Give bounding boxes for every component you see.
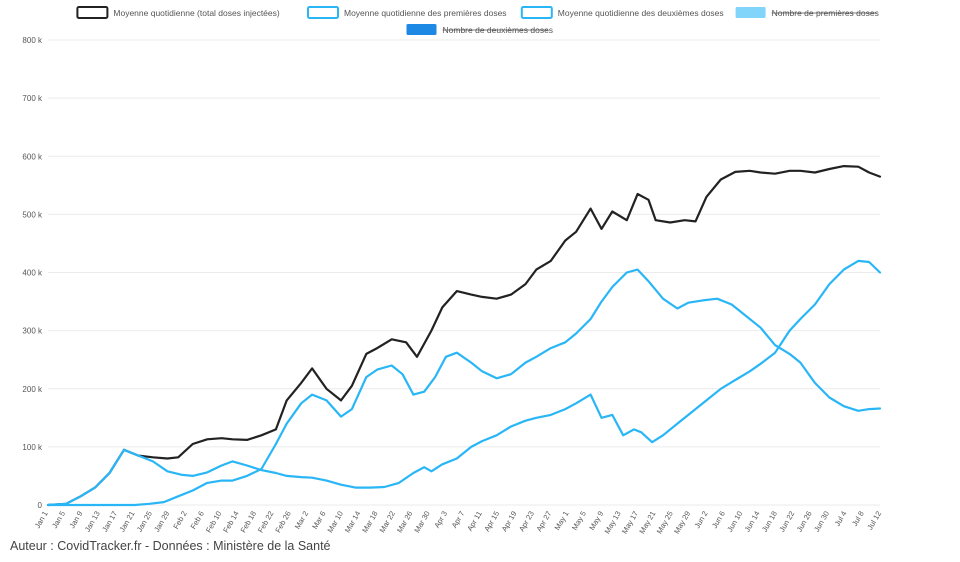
x-tick-label: May 1 <box>553 510 571 532</box>
x-tick-label: Jun 18 <box>760 510 779 534</box>
x-tick-label: Feb 14 <box>221 510 240 535</box>
y-tick-label: 600 k <box>22 152 43 161</box>
x-tick-label: Jun 30 <box>812 510 831 534</box>
x-tick-label: Mar 30 <box>412 510 431 535</box>
x-tick-label: Jun 22 <box>777 510 796 534</box>
series-lines <box>46 165 882 507</box>
series-line-2 <box>46 259 882 507</box>
x-tick-label: Mar 18 <box>360 510 379 535</box>
legend-swatch <box>406 24 437 35</box>
x-tick-label: May 5 <box>570 510 588 532</box>
source-credit: Auteur : CovidTracker.fr - Données : Min… <box>10 539 331 553</box>
x-tick-label: Feb 18 <box>239 510 258 535</box>
x-tick-label: Jul 8 <box>850 510 866 528</box>
x-tick-label: Feb 6 <box>189 510 206 531</box>
y-axis-ticks: 0 100 k 200 k 300 k 400 k 500 k 600 k 700 k 800 … <box>22 36 43 510</box>
x-tick-label: Feb 2 <box>171 510 188 531</box>
legend-item[interactable]: Moyenne quotidienne (total doses injecté… <box>76 6 280 19</box>
x-tick-label: Jan 17 <box>100 510 119 534</box>
x-tick-label: Apr 11 <box>465 510 484 533</box>
y-tick-label: 200 k <box>22 385 43 394</box>
x-tick-label: Mar 22 <box>378 510 397 535</box>
x-tick-label: Mar 2 <box>293 510 310 531</box>
legend-swatch <box>735 7 766 18</box>
x-tick-label: Feb 22 <box>256 510 275 535</box>
y-tick-label: 400 k <box>22 269 43 278</box>
y-tick-label: 100 k <box>22 443 43 452</box>
legend-swatch <box>76 6 109 19</box>
x-tick-label: Apr 7 <box>450 510 467 530</box>
y-tick-label: 800 k <box>22 36 43 45</box>
legend-item[interactable]: Nombre de premières doses <box>735 7 879 18</box>
x-tick-label: Mar 6 <box>310 510 327 531</box>
x-tick-label: Jan 9 <box>67 510 84 530</box>
y-tick-label: 500 k <box>22 210 43 219</box>
x-tick-label: Jan 13 <box>83 510 102 534</box>
x-tick-label: Jun 6 <box>710 510 727 530</box>
x-tick-label: Apr 19 <box>500 510 519 534</box>
x-tick-label: Jan 29 <box>152 510 171 534</box>
series-line-1 <box>46 165 882 507</box>
legend-swatch <box>307 6 339 19</box>
y-tick-label: 700 k <box>22 94 43 103</box>
x-tick-label: Jun 14 <box>743 510 762 534</box>
x-tick-label: Feb 10 <box>204 510 223 535</box>
x-tick-label: May 29 <box>672 510 692 536</box>
x-tick-label: Mar 10 <box>325 510 344 535</box>
x-tick-label: Apr 27 <box>534 510 553 534</box>
legend-label: Moyenne quotidienne des premières doses <box>344 8 507 18</box>
x-tick-label: Mar 14 <box>343 510 362 535</box>
legend-label: Moyenne quotidienne (total doses injecté… <box>113 8 279 18</box>
series-line-3 <box>46 268 882 507</box>
legend-item[interactable]: Moyenne quotidienne des premières doses <box>307 6 507 19</box>
x-tick-label: Feb 26 <box>273 510 292 535</box>
x-tick-label: Mar 26 <box>395 510 414 535</box>
x-tick-label: Apr 23 <box>517 510 536 534</box>
x-tick-label: Jun 26 <box>795 510 814 534</box>
x-tick-label: May 9 <box>587 510 605 532</box>
legend-item[interactable]: Moyenne quotidienne des deuxièmes doses <box>520 6 724 19</box>
x-tick-label: Apr 3 <box>432 510 449 530</box>
legend: Moyenne quotidienne (total doses injecté… <box>76 6 879 35</box>
x-tick-label: Jul 4 <box>833 510 849 528</box>
y-tick-label: 300 k <box>22 327 43 336</box>
x-tick-label: Jan 5 <box>50 510 67 530</box>
x-tick-label: Jan 1 <box>33 510 50 530</box>
x-tick-label: Apr 15 <box>482 510 501 534</box>
gridlines <box>48 39 880 506</box>
legend-item[interactable]: Nombre de deuxièmes doses <box>406 24 554 35</box>
x-tick-label: Jun 2 <box>693 510 710 530</box>
legend-label: Moyenne quotidienne des deuxièmes doses <box>558 8 724 18</box>
x-tick-label: Jan 21 <box>117 510 136 534</box>
x-tick-label: Jan 25 <box>135 510 154 534</box>
y-tick-label: 0 <box>38 501 43 510</box>
x-tick-label: Jun 10 <box>725 510 744 534</box>
legend-swatch <box>520 6 553 19</box>
x-tick-label: Jul 12 <box>865 510 883 532</box>
